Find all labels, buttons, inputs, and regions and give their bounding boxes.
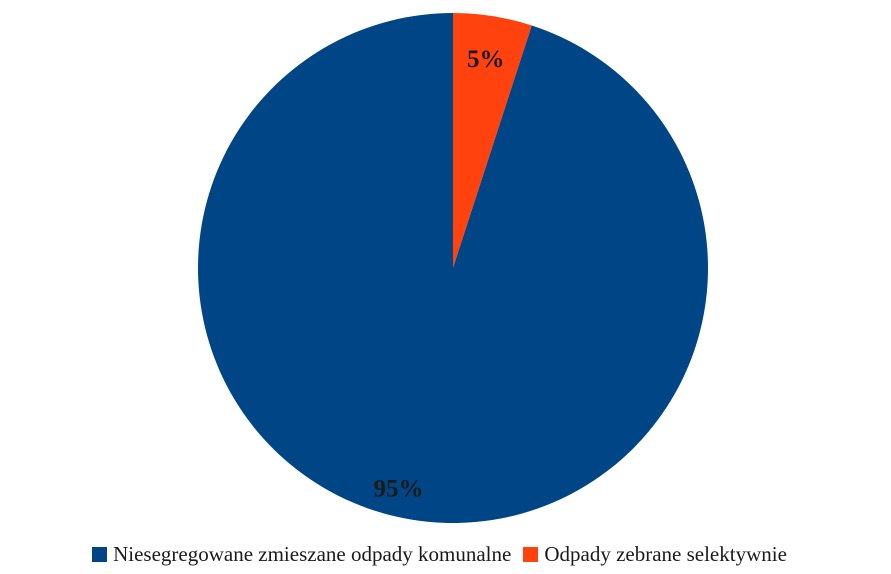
legend: Niesegregowane zmieszane odpady komunaln…	[0, 542, 891, 567]
pie-data-labels: 5% 95%	[373, 46, 504, 502]
legend-swatch-selektywnie	[523, 547, 539, 562]
pie-slice-niesegregowane	[197, 13, 708, 523]
data-label-niesegregowane: 95%	[373, 476, 423, 503]
data-label-selektywnie: 5%	[467, 46, 505, 73]
legend-item-selektywnie: Odpady zebrane selektywnie	[523, 542, 787, 567]
pie-slice-selektywnie	[453, 13, 532, 268]
legend-swatch-niesegregowane	[92, 547, 108, 562]
legend-label-selektywnie: Odpady zebrane selektywnie	[544, 542, 787, 566]
pie-slices	[197, 13, 708, 523]
legend-item-niesegregowane: Niesegregowane zmieszane odpady komunaln…	[92, 542, 511, 567]
legend-label-niesegregowane: Niesegregowane zmieszane odpady komunaln…	[113, 542, 512, 566]
